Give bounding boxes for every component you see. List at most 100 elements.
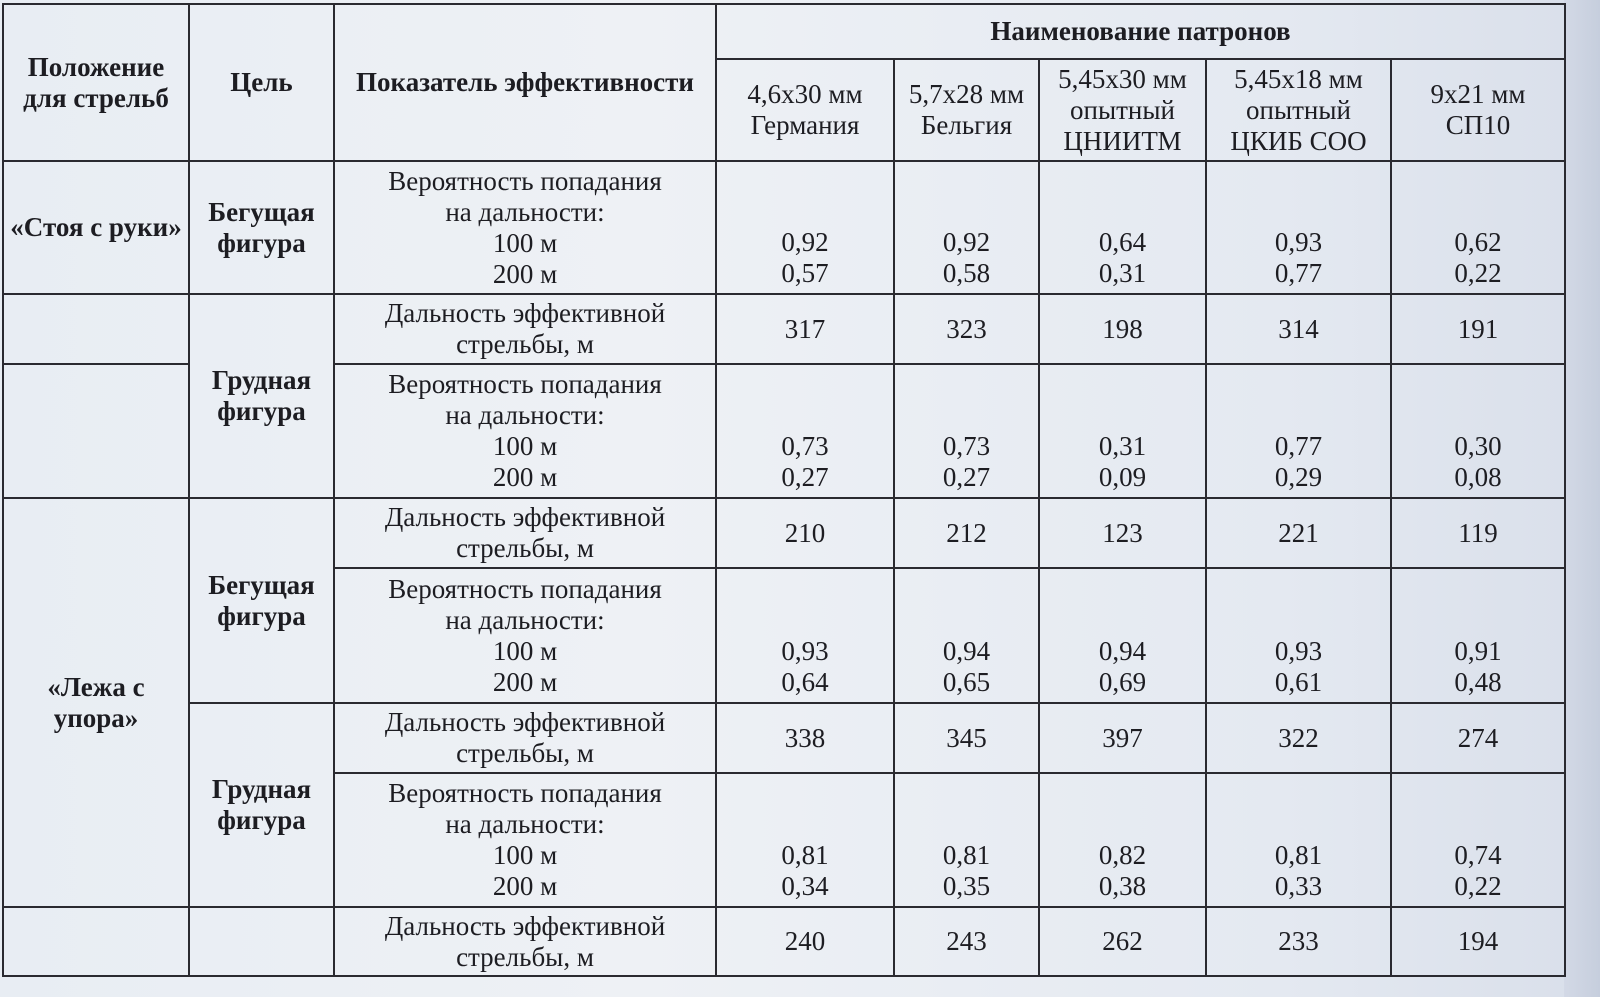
cartridge-name-line: 5,45х30 мм [1058, 63, 1187, 94]
value-cell: 345 [893, 702, 1040, 774]
indicator-line: стрельбы, м [456, 329, 594, 359]
value: 0,61 [1274, 667, 1323, 697]
value: 0,81 [1274, 840, 1323, 870]
indicator-line: на дальности: [445, 604, 605, 635]
indicator-line: Дальность эффективной [384, 298, 666, 328]
cartridge-effectiveness-table: Положение для стрельб Цель Показатель эф… [2, 3, 1567, 977]
value: 0,31 [1098, 431, 1147, 461]
value-cell: 262 [1038, 906, 1207, 977]
value: 0,29 [1274, 462, 1323, 492]
target-cell: Грудная фигура [188, 293, 335, 499]
value-cell: 194 [1389, 906, 1567, 977]
indicator-line: на дальности: [445, 809, 605, 839]
value: 0,30 [1454, 431, 1502, 461]
target-cell: Бегущая фигура [188, 160, 335, 295]
value-cell: 0,94 0,69 [1038, 567, 1207, 704]
value: 0,69 [1098, 667, 1147, 697]
header-cartridge: 9х21 мм СП10 [1389, 58, 1567, 162]
table-row: Дальность эффективной стрельбы, м 240 243 26… [2, 906, 1567, 977]
cartridge-name-line: опытный [1070, 94, 1175, 125]
indicator-line: Вероятность попадания [388, 778, 662, 808]
header-indicator: Показатель эффективности [333, 3, 717, 162]
value: 0,38 [1098, 871, 1147, 901]
value-cell: 233 [1205, 906, 1392, 977]
indicator-line: Дальность эффективной [384, 707, 666, 737]
cartridge-name-line: Германия [750, 110, 860, 140]
value-cell: 212 [893, 497, 1040, 569]
table-row: «Лежа с упора» Бегущая фигура Дальность эф… [2, 497, 1567, 908]
value: 0,27 [781, 462, 829, 492]
value: 0,74 [1454, 840, 1502, 870]
cartridge-name-line: СП10 [1445, 110, 1511, 140]
value-cell: 243 [893, 906, 1040, 977]
cartridge-name-line: 5,7х28 мм [908, 79, 1025, 109]
value-cell: 0,73 0,27 [715, 363, 895, 499]
indicator-line: на дальности: [445, 196, 605, 227]
value: 0,34 [781, 871, 829, 901]
value-cell: 198 [1038, 293, 1207, 365]
position-cell: «Стоя с руки» [2, 160, 190, 295]
value: 0,08 [1454, 462, 1502, 492]
value: 0,58 [942, 258, 991, 288]
indicator-line: стрельбы, м [456, 941, 594, 972]
value: 119 [1458, 517, 1498, 548]
value-cell: 0,92 0,57 [715, 160, 895, 295]
header-target: Цель [188, 3, 335, 162]
indicator-line: 200 м [492, 258, 558, 289]
value: 198 [1102, 313, 1143, 344]
value: 210 [784, 517, 826, 548]
indicator-cell: Дальность эффективной стрельбы, м [333, 906, 717, 977]
value-cell: 0,77 0,29 [1205, 363, 1392, 499]
value: 243 [946, 926, 987, 956]
value-cell: 0,81 0,34 [715, 772, 895, 908]
value: 397 [1102, 722, 1143, 753]
value-cell: 0,73 0,27 [893, 363, 1040, 499]
indicator-line: 100 м [492, 635, 558, 666]
value: 0,57 [781, 258, 829, 288]
value-cell: 274 [1389, 702, 1567, 774]
value-cell: 0,81 0,35 [893, 772, 1040, 908]
value-cell: 240 [715, 906, 895, 977]
value-cell: 323 [893, 293, 1040, 365]
position-cell [2, 906, 190, 977]
value: 0,64 [781, 667, 829, 697]
value-cell: 0,93 0,64 [715, 567, 895, 704]
value-cell: 0,74 0,22 [1389, 772, 1567, 908]
value: 322 [1278, 722, 1319, 753]
value-cell: 119 [1389, 497, 1567, 569]
position-cell [2, 293, 190, 365]
indicator-line: стрельбы, м [456, 738, 594, 768]
cartridge-name-line: Бельгия [920, 110, 1013, 140]
value: 0,94 [942, 636, 991, 666]
value: 0,93 [1274, 227, 1323, 257]
value: 323 [946, 313, 987, 344]
value: 191 [1457, 313, 1499, 344]
value: 0,77 [1274, 431, 1323, 461]
header-cartridge: 5,45х30 мм опытный ЦНИИТМ [1038, 58, 1207, 162]
value-cell: 314 [1205, 293, 1392, 365]
value: 0,27 [942, 462, 991, 492]
value: 345 [946, 722, 987, 753]
value: 317 [784, 313, 826, 344]
value-cell: 0,31 0,09 [1038, 363, 1207, 499]
position-cell [2, 363, 190, 499]
indicator-cell: Дальность эффективной стрельбы, м [333, 293, 717, 365]
value-cell: 0,93 0,61 [1205, 567, 1392, 704]
value-cell: 0,81 0,33 [1205, 772, 1392, 908]
value: 233 [1278, 926, 1319, 956]
value: 0,22 [1454, 258, 1502, 288]
value: 0,92 [942, 227, 991, 257]
value-cell: 397 [1038, 702, 1207, 774]
value: 0,48 [1454, 667, 1502, 697]
value-cell: 0,30 0,08 [1389, 363, 1567, 499]
value: 0,35 [942, 871, 991, 901]
value: 123 [1102, 517, 1143, 548]
value: 240 [784, 926, 826, 956]
value: 0,81 [781, 840, 829, 870]
indicator-line: 200 м [492, 462, 558, 492]
value-cell: 0,64 0,31 [1038, 160, 1207, 295]
